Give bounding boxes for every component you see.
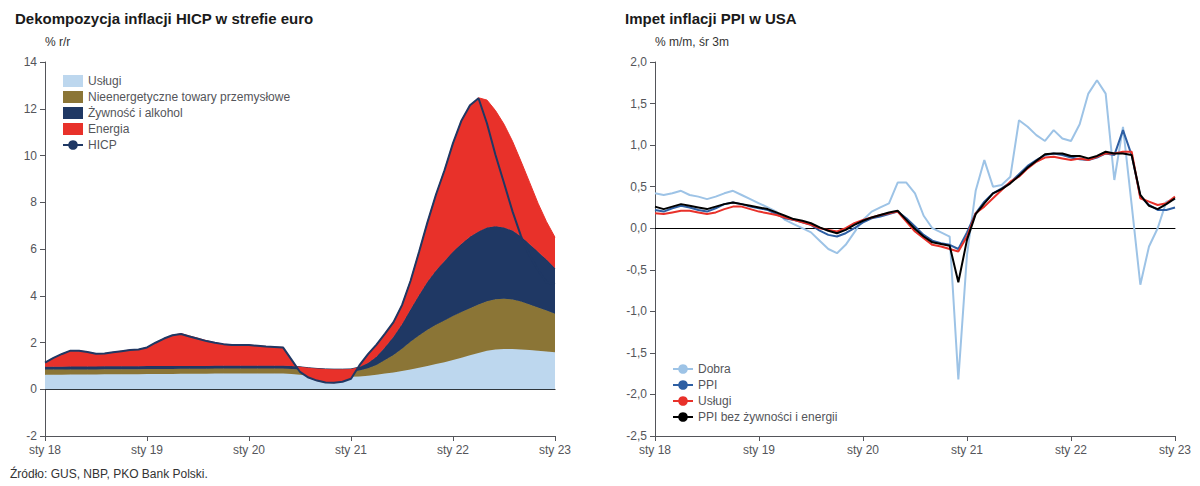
svg-text:2: 2 [30, 336, 37, 350]
svg-text:sty 20: sty 20 [847, 443, 879, 457]
svg-text:sty 19: sty 19 [131, 443, 163, 457]
svg-text:Dekompozycja inflacji HICP w s: Dekompozycja inflacji HICP w strefie eur… [15, 10, 313, 27]
svg-text:sty 20: sty 20 [233, 443, 265, 457]
svg-text:-0,5: -0,5 [626, 263, 647, 277]
svg-text:% r/r: % r/r [45, 35, 70, 49]
svg-text:0,5: 0,5 [630, 180, 647, 194]
svg-text:1,0: 1,0 [630, 138, 647, 152]
svg-text:10: 10 [24, 149, 38, 163]
svg-text:2,0: 2,0 [630, 55, 647, 69]
svg-text:1,5: 1,5 [630, 97, 647, 111]
svg-text:% m/m, śr 3m: % m/m, śr 3m [655, 35, 729, 49]
svg-text:Nieenergetyczne towary przemys: Nieenergetyczne towary przemysłowe [88, 90, 290, 104]
svg-text:Usługi: Usługi [698, 394, 731, 408]
svg-text:PPI bez żywności i energii: PPI bez żywności i energii [698, 410, 837, 424]
svg-text:Dobra: Dobra [698, 362, 731, 376]
svg-text:sty 22: sty 22 [1055, 443, 1087, 457]
svg-text:12: 12 [24, 102, 38, 116]
svg-text:PPI: PPI [698, 378, 717, 392]
svg-text:-1,5: -1,5 [626, 346, 647, 360]
svg-text:HICP: HICP [88, 138, 117, 152]
svg-text:sty 18: sty 18 [29, 443, 61, 457]
svg-text:Źródło: GUS, NBP, PKO Bank Pol: Źródło: GUS, NBP, PKO Bank Polski. [10, 466, 208, 481]
svg-text:6: 6 [30, 242, 37, 256]
svg-text:8: 8 [30, 195, 37, 209]
svg-text:sty 18: sty 18 [639, 443, 671, 457]
svg-text:0: 0 [30, 382, 37, 396]
svg-text:sty 23: sty 23 [539, 443, 571, 457]
svg-text:Usługi: Usługi [88, 74, 121, 88]
svg-text:4: 4 [30, 289, 37, 303]
svg-text:-2,0: -2,0 [626, 387, 647, 401]
svg-text:sty 21: sty 21 [951, 443, 983, 457]
svg-text:14: 14 [24, 55, 38, 69]
svg-text:-2,5: -2,5 [626, 429, 647, 443]
svg-text:sty 21: sty 21 [335, 443, 367, 457]
svg-text:sty 23: sty 23 [1159, 443, 1191, 457]
svg-text:0,0: 0,0 [630, 221, 647, 235]
svg-text:Żywność i alkohol: Żywność i alkohol [88, 106, 183, 120]
svg-text:sty 19: sty 19 [743, 443, 775, 457]
svg-text:Impet inflacji PPI w USA: Impet inflacji PPI w USA [625, 10, 797, 27]
svg-text:-1,0: -1,0 [626, 304, 647, 318]
svg-text:-2: -2 [26, 429, 37, 443]
svg-text:Energia: Energia [88, 122, 130, 136]
svg-text:sty 22: sty 22 [437, 443, 469, 457]
